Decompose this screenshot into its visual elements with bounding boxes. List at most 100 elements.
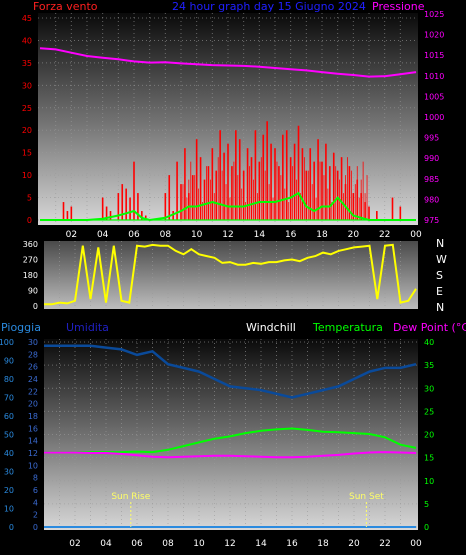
direction-tick-label: 360: [23, 240, 38, 249]
wind-speed-bar: [168, 175, 171, 220]
graph-title: 24 hour graph day 15 Giugno 2024: [172, 0, 366, 13]
windchill-legend: Windchill: [246, 321, 296, 334]
sunrise-label: Sun Rise: [111, 492, 150, 502]
compass-label: W: [436, 253, 447, 266]
temperature-panel-background: [44, 339, 418, 530]
wind-speed-bar: [266, 121, 268, 220]
temperature-tick-label: 40: [424, 338, 434, 347]
direction-tick-label: 0: [33, 302, 38, 311]
pressure-tick-label: 985: [424, 175, 439, 184]
compass-label: N: [436, 237, 444, 250]
wind-speed-bar: [368, 206, 370, 220]
wind-axis-ticks: 0 5 10 15 20 25 30 35 40 45: [22, 14, 32, 225]
x-tick-label: 10: [193, 539, 205, 549]
wind-speed-bar: [101, 197, 104, 220]
x-tick-label: 20: [348, 539, 360, 549]
x-tick-label: 10: [191, 230, 203, 240]
wind-speed-bar: [223, 152, 225, 220]
wind-tick-label: 20: [22, 126, 32, 135]
humidity-legend: Umidita: [66, 321, 109, 334]
humidity-tick-label: 50: [4, 431, 14, 440]
compass-label: N: [436, 301, 444, 314]
wind-tick-label: 15: [22, 149, 32, 158]
humidity-tick-label: 100: [0, 338, 14, 347]
x-tick-label: 02: [69, 539, 80, 549]
wind-speed-bar: [62, 202, 65, 220]
pressure-axis-title: Pressione: [372, 0, 425, 13]
humidity-tick-label: 70: [4, 394, 14, 403]
rain-tick-label: 12: [28, 449, 38, 458]
wind-speed-bar: [176, 161, 178, 220]
wind-speed-bar: [376, 211, 378, 220]
pressure-tick-label: 980: [424, 195, 439, 204]
rain-tick-label: 4: [33, 498, 38, 507]
wind-speed-bar: [144, 215, 147, 220]
humidity-tick-label: 90: [4, 357, 14, 366]
wind-tick-label: 10: [22, 171, 32, 180]
rain-tick-label: 30: [28, 338, 38, 347]
pressure-tick-label: 1025: [424, 10, 444, 19]
wind-speed-bar: [125, 188, 127, 220]
wind-speed-bar: [70, 206, 73, 220]
humidity-tick-label: 30: [4, 468, 14, 477]
wind-speed-bar: [207, 166, 210, 220]
temperature-tick-label: 15: [424, 454, 434, 463]
rain-legend: Pioggia: [1, 321, 41, 334]
wind-speed-bar: [293, 143, 296, 220]
x-tick-label: 22: [379, 539, 390, 549]
humidity-tick-label: 40: [4, 449, 14, 458]
x-tick-label: 04: [97, 230, 109, 240]
gust-line: [40, 191, 416, 222]
pressure-tick-label: 995: [424, 134, 439, 143]
temperature-tick-label: 25: [424, 407, 434, 416]
wind-speed-bar: [309, 148, 312, 220]
pressure-tick-label: 1005: [424, 92, 444, 101]
wind-speed-bar: [180, 184, 182, 220]
rain-tick-label: 24: [28, 375, 38, 384]
x-tick-label: 08: [160, 230, 172, 240]
x-tick-label: 22: [379, 230, 390, 240]
temperature-tick-label: 30: [424, 384, 434, 393]
temperature-tick-label: 0: [424, 523, 429, 532]
wind-speed-bar: [133, 161, 135, 220]
series-line: [44, 344, 417, 399]
humidity-axis-ticks: 0 10 20 30 40 50 60 70 80 90 100: [0, 338, 14, 532]
wind-tick-label: 25: [22, 104, 32, 113]
wind-speed-bar: [105, 206, 108, 220]
rain-tick-label: 26: [28, 363, 38, 372]
sunset-label: Sun Set: [349, 492, 384, 502]
x-tick-label: 20: [348, 230, 360, 240]
pressure-line: [39, 47, 417, 78]
rain-tick-label: 20: [28, 400, 38, 409]
humidity-tick-label: 20: [4, 486, 14, 495]
x-tick-label: 18: [316, 230, 328, 240]
x-tick-label: 06: [128, 230, 140, 240]
wind-speed-bar: [235, 130, 237, 220]
humidity-tick-label: 0: [9, 523, 14, 532]
pressure-tick-label: 990: [424, 154, 439, 163]
sun-markers: Sun Rise Sun Set: [111, 492, 384, 527]
x-tick-label: 08: [162, 539, 174, 549]
humidity-tick-label: 80: [4, 375, 14, 384]
wind-speed-bar: [172, 211, 174, 220]
direction-tick-label: 180: [23, 271, 38, 280]
x-tick-label: 00: [410, 230, 422, 240]
pressure-tick-label: 1010: [424, 72, 444, 81]
temperature-tick-label: 5: [424, 500, 429, 509]
wind-tick-label: 45: [22, 14, 32, 23]
temperature-panel-x-ticks: 02 04 06 08 10 12 14 16 18 20 22 00: [69, 539, 422, 549]
x-tick-label: 00: [410, 539, 422, 549]
rain-tick-label: 28: [28, 350, 38, 359]
wind-speed-bar: [336, 170, 339, 220]
wind-panel-x-ticks: 02 04 06 08 10 12 14 16 18 20 22 00: [66, 230, 422, 240]
wind-speed-bar: [117, 193, 120, 220]
temperature-tick-label: 20: [424, 431, 434, 440]
pressure-tick-label: 1015: [424, 51, 444, 60]
wind-speed-bar: [321, 161, 323, 220]
x-tick-label: 02: [66, 230, 77, 240]
humidity-tick-label: 60: [4, 412, 14, 421]
wind-speed-bar: [121, 184, 124, 220]
wind-speed-bar: [164, 193, 167, 220]
